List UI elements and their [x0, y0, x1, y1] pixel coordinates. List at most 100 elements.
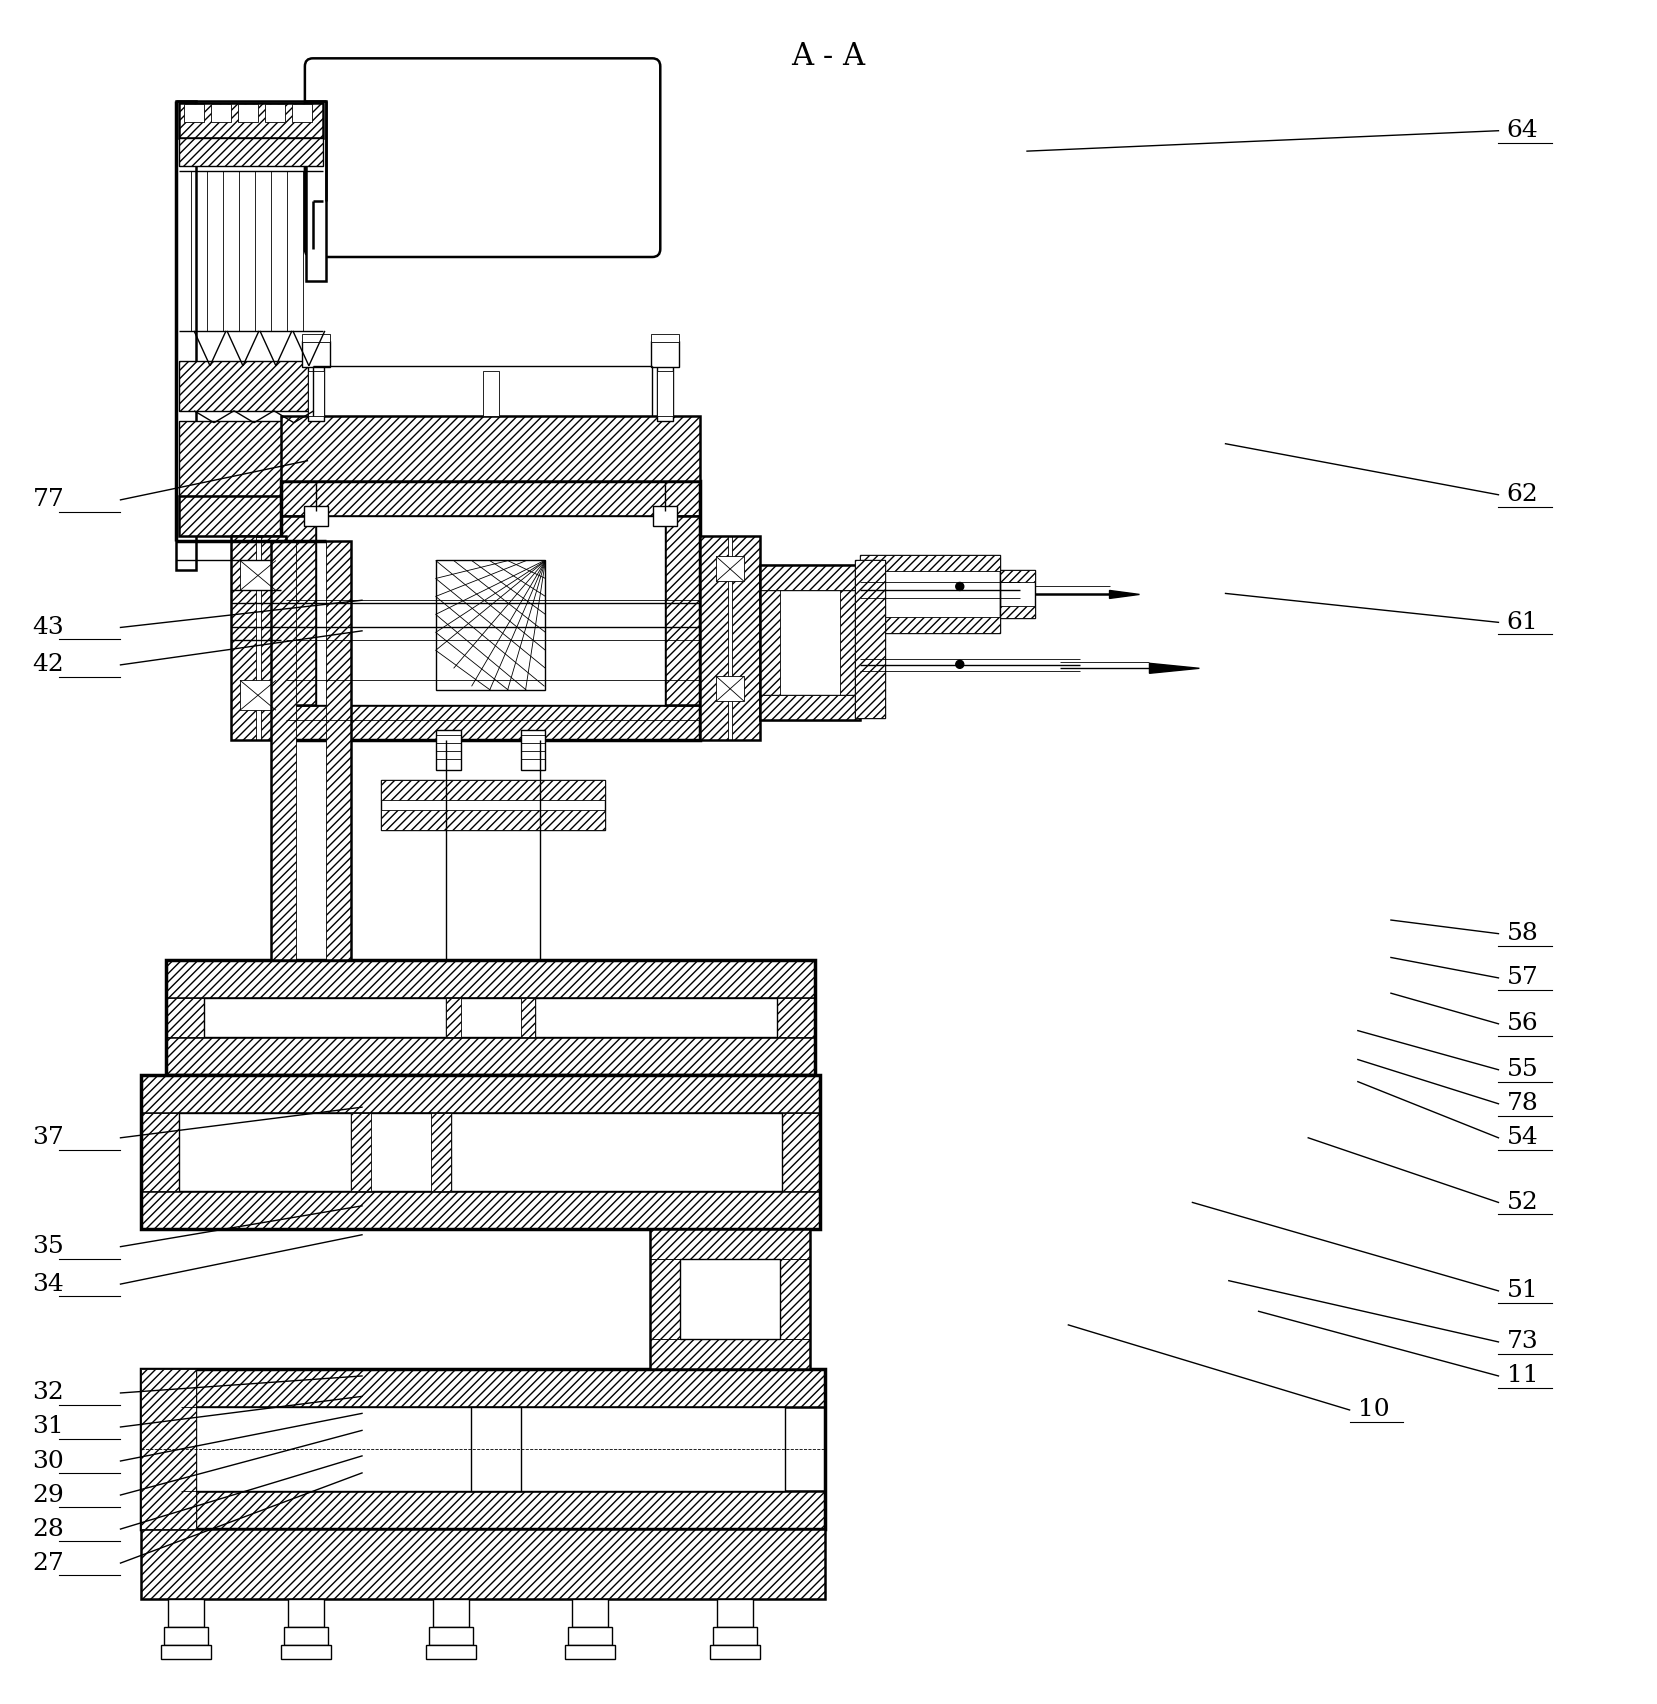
Bar — [650, 1259, 681, 1339]
Bar — [161, 1644, 210, 1658]
Bar — [436, 731, 461, 770]
Bar — [141, 1528, 825, 1598]
Bar — [141, 1191, 820, 1229]
Bar — [761, 566, 860, 721]
Bar — [572, 1598, 608, 1627]
Bar — [520, 999, 535, 1036]
Bar — [210, 104, 230, 123]
Bar — [717, 1598, 754, 1627]
Bar — [307, 421, 326, 571]
Bar — [381, 780, 605, 801]
Bar — [761, 566, 860, 591]
Bar — [431, 1113, 451, 1191]
Bar — [179, 104, 323, 138]
Bar — [650, 1339, 810, 1368]
Text: 62: 62 — [1506, 484, 1538, 506]
Bar — [701, 535, 761, 740]
Text: 31: 31 — [33, 1416, 65, 1438]
Bar — [204, 999, 777, 1036]
Bar — [179, 421, 323, 496]
Bar — [471, 1408, 520, 1491]
Bar — [351, 1113, 451, 1191]
Bar — [141, 1368, 825, 1408]
Bar — [307, 101, 326, 281]
Bar — [716, 676, 744, 702]
Bar — [664, 516, 701, 705]
Bar — [326, 540, 351, 959]
Polygon shape — [1150, 663, 1200, 673]
Bar — [761, 695, 860, 721]
Text: 32: 32 — [33, 1382, 65, 1404]
Bar — [181, 1408, 785, 1491]
Text: 52: 52 — [1506, 1191, 1538, 1213]
Bar — [446, 999, 535, 1036]
Bar — [282, 416, 701, 481]
Circle shape — [956, 661, 964, 668]
Text: 30: 30 — [33, 1450, 65, 1472]
Bar — [282, 1644, 331, 1658]
Bar — [282, 516, 316, 705]
Bar — [141, 1368, 196, 1528]
Bar — [166, 959, 815, 1075]
Circle shape — [956, 583, 964, 591]
Bar — [999, 607, 1034, 619]
Text: 29: 29 — [33, 1484, 65, 1506]
Bar — [184, 104, 204, 123]
Bar — [303, 506, 328, 525]
Bar — [283, 1627, 328, 1644]
Bar — [179, 138, 323, 167]
Bar — [999, 571, 1034, 619]
Text: 34: 34 — [33, 1273, 65, 1295]
Bar — [761, 566, 860, 591]
Bar — [701, 535, 727, 740]
Bar — [282, 481, 701, 516]
Bar — [282, 481, 701, 516]
Text: 55: 55 — [1506, 1058, 1538, 1082]
Bar — [179, 421, 323, 496]
Bar — [164, 1627, 209, 1644]
Bar — [302, 341, 330, 366]
Bar — [141, 1075, 820, 1229]
Bar — [653, 506, 678, 525]
Bar — [855, 561, 885, 717]
Bar — [166, 1036, 815, 1075]
Bar — [777, 999, 815, 1036]
Text: 42: 42 — [33, 653, 65, 676]
Bar — [520, 731, 545, 770]
Bar — [179, 138, 323, 167]
Bar — [429, 1627, 472, 1644]
Bar — [288, 1598, 323, 1627]
Bar — [179, 104, 323, 138]
Bar — [240, 680, 277, 711]
Text: 56: 56 — [1506, 1012, 1538, 1036]
Bar — [179, 1113, 782, 1191]
Bar — [265, 104, 285, 123]
Text: 57: 57 — [1506, 966, 1538, 990]
Bar — [761, 566, 780, 721]
Bar — [167, 1598, 204, 1627]
Bar — [166, 1036, 815, 1075]
Bar — [141, 1368, 825, 1528]
Bar — [272, 540, 297, 959]
Bar — [179, 361, 323, 411]
Bar — [316, 516, 664, 705]
Bar — [860, 556, 999, 571]
Bar — [239, 104, 258, 123]
Bar — [176, 101, 196, 571]
Bar — [381, 780, 605, 830]
Polygon shape — [1110, 591, 1140, 598]
Bar — [282, 705, 701, 740]
Bar — [282, 481, 701, 740]
Bar — [568, 1627, 613, 1644]
Bar — [658, 366, 673, 421]
Bar — [650, 1229, 810, 1368]
Bar — [782, 1113, 820, 1191]
Bar — [141, 1528, 825, 1598]
Bar — [426, 1644, 476, 1658]
Bar — [565, 1644, 615, 1658]
Bar — [282, 416, 701, 481]
Bar — [780, 1259, 810, 1339]
Bar — [179, 496, 323, 535]
Text: A - A: A - A — [792, 41, 865, 72]
Bar — [240, 561, 277, 591]
